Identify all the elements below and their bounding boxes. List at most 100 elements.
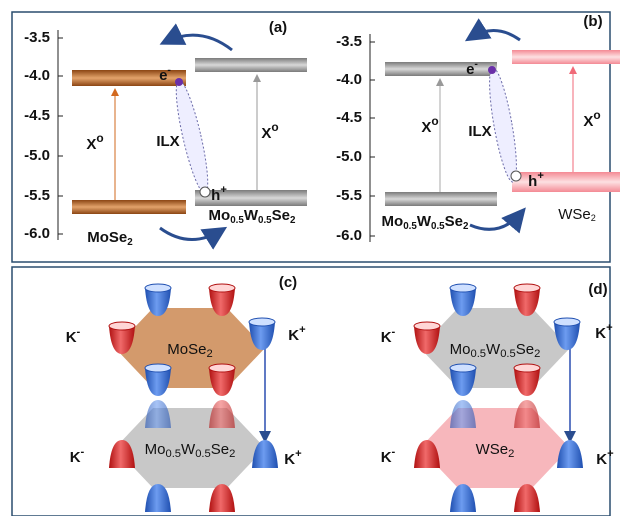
band xyxy=(512,50,620,64)
valley-dome xyxy=(145,484,171,512)
label-sup: o xyxy=(271,120,278,134)
label-sup: + xyxy=(220,184,227,196)
label-base: e xyxy=(466,61,474,78)
band xyxy=(195,58,307,72)
element: Mo xyxy=(382,213,404,230)
label-sup: o xyxy=(593,108,600,122)
label-sup: + xyxy=(295,448,302,460)
label: ILX xyxy=(468,123,491,140)
element: W xyxy=(476,441,491,458)
figure: -3.5-3.5-4.0-4.0-4.5-4.5-5.0-5.0-5.5-5.5… xyxy=(0,0,621,516)
subscript: 0.5 xyxy=(500,348,516,360)
band xyxy=(385,62,497,76)
label-base: X xyxy=(261,125,271,142)
label: K- xyxy=(66,326,81,346)
label-sup: - xyxy=(167,64,171,76)
subscript: 0.5 xyxy=(165,448,181,460)
material-label: WSe2 xyxy=(558,206,596,223)
hole-dot xyxy=(511,171,521,181)
material-label: Mo0.5W0.5Se2 xyxy=(382,213,469,232)
subscript: 2 xyxy=(463,221,469,232)
label: -3.5 xyxy=(24,29,50,46)
subscript: 0.5 xyxy=(258,215,272,226)
label-base: K xyxy=(70,449,81,466)
label: -6.0 xyxy=(24,225,50,242)
element: Mo xyxy=(145,441,166,458)
label: -4.5 xyxy=(336,109,362,126)
label: (a) xyxy=(269,19,287,36)
subscript: 0.5 xyxy=(230,215,244,226)
electron-dot xyxy=(488,66,496,74)
label-base: K xyxy=(381,329,392,346)
material-label: Mo0.5W0.5Se2 xyxy=(209,207,296,226)
element: W xyxy=(181,441,196,458)
element: Mo xyxy=(209,207,231,224)
valley-dome xyxy=(209,400,235,428)
label: Xo xyxy=(421,114,438,136)
label: (b) xyxy=(583,13,602,30)
material-label: Mo0.5W0.5Se2 xyxy=(450,341,541,360)
element: Mo xyxy=(450,341,471,358)
band xyxy=(72,200,186,214)
valley-dome xyxy=(514,400,540,428)
label-sup: - xyxy=(81,446,85,458)
valley-rim xyxy=(450,364,476,372)
valley-rim xyxy=(145,284,171,292)
subscript: 0.5 xyxy=(470,348,486,360)
label-sup: + xyxy=(606,322,613,334)
label-base: K xyxy=(381,449,392,466)
element: Se xyxy=(490,441,508,458)
subscript: 0.5 xyxy=(431,221,445,232)
valley-dome xyxy=(514,484,540,512)
element: Se xyxy=(445,213,463,230)
label: -5.0 xyxy=(336,148,362,165)
transfer-arrow xyxy=(470,212,522,229)
label-base: X xyxy=(583,113,593,130)
label: Xo xyxy=(583,108,600,130)
subscript: 2 xyxy=(229,448,235,460)
element: Se xyxy=(188,341,206,358)
label: K- xyxy=(70,446,85,466)
valley-rim xyxy=(450,284,476,292)
element: Se xyxy=(572,206,590,223)
label-base: K xyxy=(284,451,295,468)
label-base: K xyxy=(596,451,607,468)
valley-rim xyxy=(209,284,235,292)
element: Mo xyxy=(87,229,109,246)
valley-rim xyxy=(109,322,135,330)
valley-rim xyxy=(414,322,440,330)
label: K- xyxy=(381,446,396,466)
label-base: X xyxy=(421,119,431,136)
label-base: K xyxy=(288,327,299,344)
label: ILX xyxy=(156,133,179,150)
element: Mo xyxy=(167,341,188,358)
label-sup: o xyxy=(96,131,103,145)
subscript: 0.5 xyxy=(403,221,417,232)
label: -5.5 xyxy=(336,187,362,204)
label: -6.0 xyxy=(336,227,362,244)
label: -4.0 xyxy=(24,67,50,84)
label: K+ xyxy=(596,448,614,468)
label: Xo xyxy=(86,131,103,153)
label-base: X xyxy=(86,136,96,153)
band xyxy=(385,192,497,206)
subscript: 2 xyxy=(508,448,514,460)
element: W xyxy=(486,341,501,358)
valley-rim xyxy=(514,364,540,372)
transfer-arrow xyxy=(470,30,520,40)
element: Se xyxy=(516,341,534,358)
element: W xyxy=(558,206,573,223)
label: -4.5 xyxy=(24,107,50,124)
element: W xyxy=(417,213,432,230)
valley-dome xyxy=(450,400,476,428)
element: W xyxy=(244,207,259,224)
label: K- xyxy=(381,326,396,346)
subscript: 0.5 xyxy=(195,448,211,460)
valley-dome xyxy=(450,484,476,512)
material-label: MoSe2 xyxy=(167,341,212,360)
label: -5.0 xyxy=(24,147,50,164)
subscript: 2 xyxy=(127,237,133,248)
subscript: 2 xyxy=(206,348,212,360)
label: -4.0 xyxy=(336,71,362,88)
valley-rim xyxy=(554,318,580,326)
